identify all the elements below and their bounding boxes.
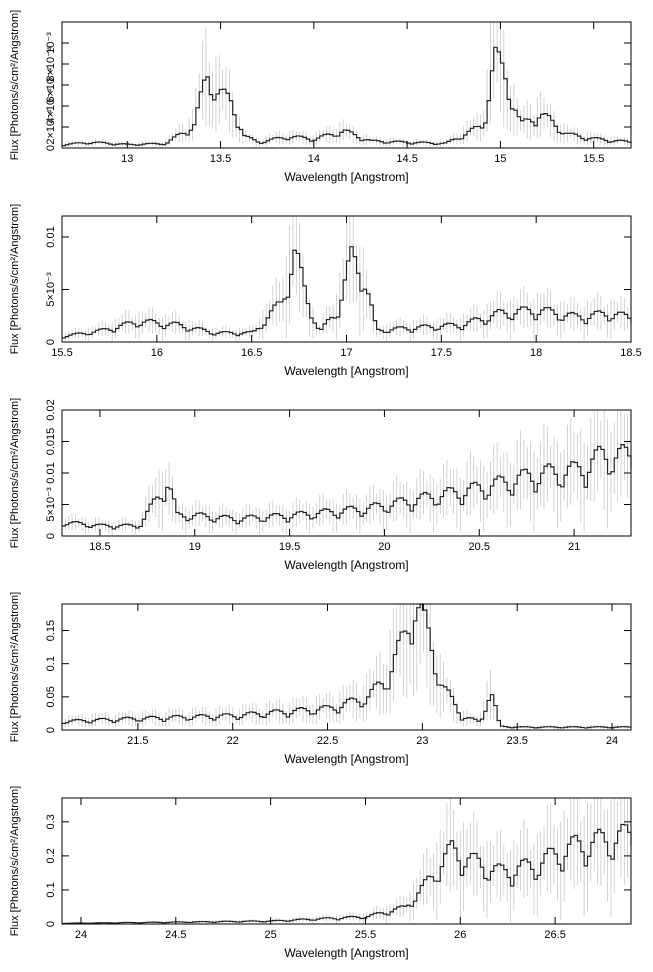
- x-tick-label: 26.5: [544, 929, 565, 941]
- x-tick-label: 17.5: [431, 347, 452, 359]
- x-tick-label: 25.5: [355, 929, 376, 941]
- y-tick-label: 0.1: [45, 656, 57, 671]
- x-tick-label: 26: [454, 929, 466, 941]
- chart-svg-1: 13 13.5 14 14.5 15 15.5 02×10⁻⁴4×10⁻⁴6×10⁻⁴8×1…: [9, 10, 632, 184]
- y-axis-label: Flux [Photons/s/cm²/Angstrom]: [9, 398, 21, 548]
- chart-panel-5: 24 24.5 25 25.5 26 26.5 0 0.1 0.2 0.3 Wavelength […: [0, 776, 653, 970]
- x-tick-label: 23.5: [506, 735, 527, 747]
- x-tick-label: 16.5: [241, 347, 262, 359]
- chart-svg-3: 18.5 19 19.5 20 20.5 21 0 5×10⁻³ 0.01 0.015 0.02 Wa…: [9, 398, 632, 572]
- y-tick-label: 0: [45, 339, 57, 345]
- y-tick-label: 10⁻³: [45, 32, 57, 54]
- y-tick-label: 0: [45, 533, 57, 539]
- x-axis-label: Wavelength [Angstrom]: [284, 170, 408, 184]
- y-axis-label: Flux [Photons/s/cm²/Angstrom]: [9, 786, 21, 936]
- x-tick-label: 23: [416, 735, 428, 747]
- error-bars: [61, 22, 632, 148]
- chart-panel-1: 13 13.5 14 14.5 15 15.5 0 2×10⁻⁴ 4×10⁻⁴ 6×10⁻⁴ 8×1…: [0, 0, 653, 194]
- y-tick-label: 0.015: [45, 428, 57, 456]
- y-tick-label: 0.2: [45, 848, 57, 863]
- y-tick-label: 6×10⁻⁴: [45, 67, 57, 103]
- x-tick-label: 21: [568, 541, 580, 553]
- x-tick-label: 15: [494, 153, 506, 165]
- series-line: [62, 603, 632, 729]
- x-tick-label: 14: [308, 153, 320, 165]
- x-tick-label: 13.5: [210, 153, 231, 165]
- x-tick-label: 24: [75, 929, 87, 941]
- x-tick-label: 22.5: [317, 735, 338, 747]
- chart-svg-2: 15.5 16 16.5 17 17.5 18 18.5 0 5×10⁻³ 0.01 Wavelen…: [9, 204, 642, 378]
- y-tick-label: 4×10⁻⁴: [45, 88, 57, 124]
- x-tick-label: 19: [189, 541, 201, 553]
- error-bars: [61, 798, 632, 924]
- x-tick-label: 20: [378, 541, 390, 553]
- y-axis-label: Flux [Photons/s/cm²/Angstrom]: [9, 592, 21, 742]
- x-tick-label: 19.5: [279, 541, 300, 553]
- x-tick-label: 15.5: [583, 153, 604, 165]
- x-tick-label: 25: [265, 929, 277, 941]
- y-tick-label: 0: [45, 145, 57, 151]
- plot-frame: [61, 797, 632, 925]
- y-tick-label: 0.1: [45, 882, 57, 897]
- error-bars: [61, 410, 632, 536]
- y-tick-label: 0.15: [45, 620, 57, 641]
- chart-svg-5: 24 24.5 25 25.5 26 26.5 0 0.1 0.2 0.3 Wavelength […: [9, 786, 632, 960]
- x-tick-label: 24.5: [165, 929, 186, 941]
- x-tick-label: 18.5: [620, 347, 641, 359]
- x-tick-label: 17: [340, 347, 352, 359]
- y-axis-label: Flux [Photons/s/cm²/Angstrom]: [9, 10, 21, 160]
- plot-frame: [61, 603, 632, 731]
- series-line: [62, 46, 632, 147]
- x-tick-label: 16: [151, 347, 163, 359]
- x-tick-label: 22: [227, 735, 239, 747]
- series-line: [62, 444, 632, 530]
- chart-svg-4: 21.5 22 22.5 23 23.5 24 0 0.05 0.1 0.15 Wavelength…: [9, 592, 632, 766]
- y-tick-label: 5×10⁻³: [45, 272, 57, 307]
- chart-panel-3: 18.5 19 19.5 20 20.5 21 0 5×10⁻³ 0.01 0.015 0.02 Wa…: [0, 388, 653, 582]
- y-tick-label: 0.01: [45, 226, 57, 247]
- chart-panel-4: 21.5 22 22.5 23 23.5 24 0 0.05 0.1 0.15 Wavelength…: [0, 582, 653, 776]
- y-tick-label: 0.01: [45, 462, 57, 483]
- x-axis-label: Wavelength [Angstrom]: [284, 364, 408, 378]
- x-tick-label: 13: [121, 153, 133, 165]
- series-line: [62, 823, 632, 925]
- x-tick-label: 14.5: [396, 153, 417, 165]
- series-line: [62, 246, 632, 339]
- x-axis-label: Wavelength [Angstrom]: [284, 946, 408, 960]
- y-tick-label: 0: [45, 727, 57, 733]
- chart-panel-2: 15.5 16 16.5 17 17.5 18 18.5 0 5×10⁻³ 0.01 Wavelen…: [0, 194, 653, 388]
- y-axis-label: Flux [Photons/s/cm²/Angstrom]: [9, 204, 21, 354]
- x-axis-label: Wavelength [Angstrom]: [284, 752, 408, 766]
- error-bars: [61, 604, 632, 730]
- x-tick-label: 24: [606, 735, 618, 747]
- y-tick-label: 5×10⁻³: [45, 487, 57, 522]
- x-tick-label: 18.5: [89, 541, 110, 553]
- y-tick-label: 0: [45, 921, 57, 927]
- y-tick-label: 0.05: [45, 686, 57, 707]
- x-tick-label: 18: [530, 347, 542, 359]
- y-tick-label: 0.02: [45, 399, 57, 420]
- y-tick-label: 2×10⁻⁴: [45, 109, 57, 145]
- x-tick-label: 21.5: [127, 735, 148, 747]
- y-tick-label: 8×10⁻⁴: [45, 46, 57, 82]
- x-tick-label: 15.5: [51, 347, 72, 359]
- x-axis-label: Wavelength [Angstrom]: [284, 558, 408, 572]
- x-tick-label: 20.5: [469, 541, 490, 553]
- y-tick-label: 0.3: [45, 814, 57, 829]
